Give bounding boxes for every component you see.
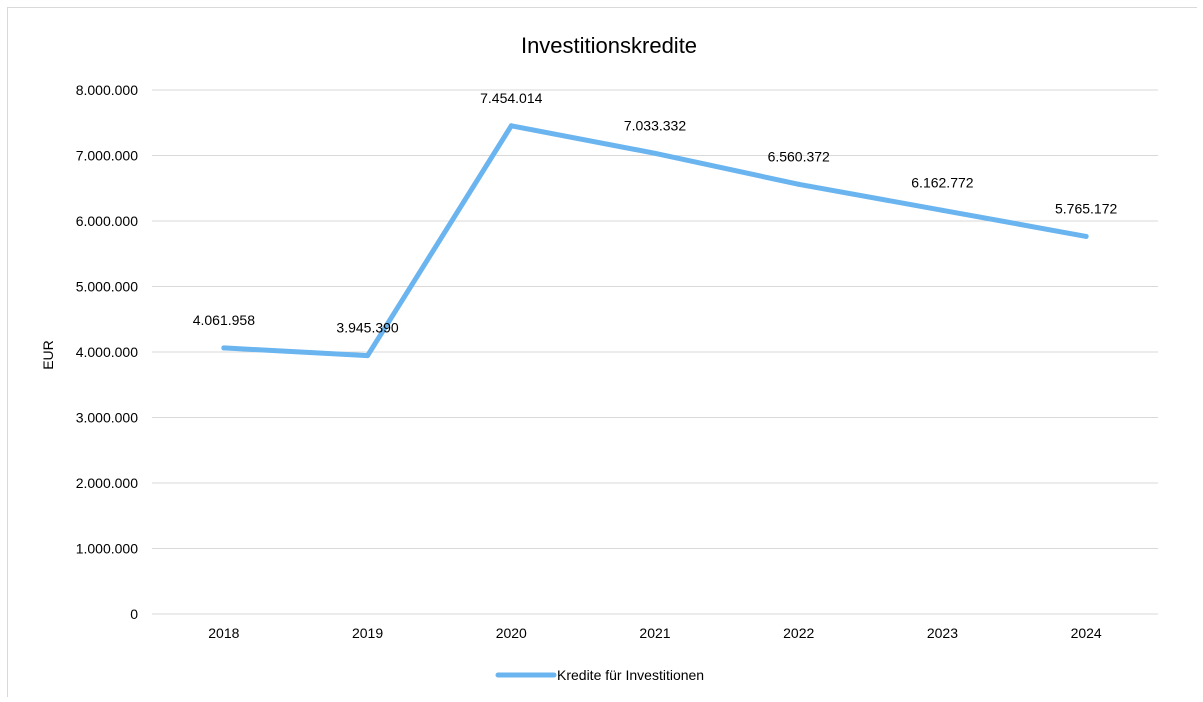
data-point [221, 345, 227, 351]
data-label: 5.765.172 [1055, 200, 1117, 216]
y-tick-label: 2.000.000 [76, 475, 138, 491]
data-label: 6.560.372 [768, 148, 830, 164]
chart-title: Investitionskredite [521, 33, 697, 58]
y-tick-label: 0 [130, 606, 138, 622]
y-tick-label: 4.000.000 [76, 344, 138, 360]
y-tick-label: 6.000.000 [76, 213, 138, 229]
y-tick-label: 7.000.000 [76, 148, 138, 164]
chart-frame [7, 7, 1197, 697]
data-label: 4.061.958 [193, 312, 255, 328]
x-tick-label: 2023 [927, 625, 958, 641]
x-tick-label: 2022 [783, 625, 814, 641]
data-label: 7.454.014 [480, 90, 542, 106]
legend-label: Kredite für Investitionen [557, 667, 704, 683]
data-point [796, 181, 802, 187]
y-tick-label: 3.000.000 [76, 410, 138, 426]
y-tick-label: 8.000.000 [76, 82, 138, 98]
data-label: 3.945.390 [336, 320, 398, 336]
series-layer [221, 123, 1089, 359]
y-axis-title: EUR [40, 340, 56, 370]
legend[interactable]: Kredite für Investitionen [495, 667, 704, 683]
x-tick-label: 2024 [1071, 625, 1102, 641]
x-tick-label: 2019 [352, 625, 383, 641]
data-label: 6.162.772 [911, 174, 973, 190]
data-point [652, 150, 658, 156]
data-label: 7.033.332 [624, 117, 686, 133]
gridlines [152, 89, 1158, 615]
y-tick-label: 5.000.000 [76, 279, 138, 295]
data-point [1083, 233, 1089, 239]
y-tick-label: 1.000.000 [76, 541, 138, 557]
data-point [939, 207, 945, 213]
data-point [508, 123, 514, 129]
y-axis-ticks: 0 1.000.000 2.000.000 3.000.000 4.000.000 5.0… [76, 82, 139, 622]
x-axis-ticks: 2018 2019 2020 2021 2022 2023 2024 [208, 625, 1102, 641]
data-point [365, 353, 371, 359]
data-labels: 4.061.958 3.945.390 7.454.014 7.033.332 6.56… [193, 90, 1118, 336]
x-tick-label: 2021 [639, 625, 670, 641]
x-tick-label: 2020 [496, 625, 527, 641]
x-tick-label: 2018 [208, 625, 239, 641]
